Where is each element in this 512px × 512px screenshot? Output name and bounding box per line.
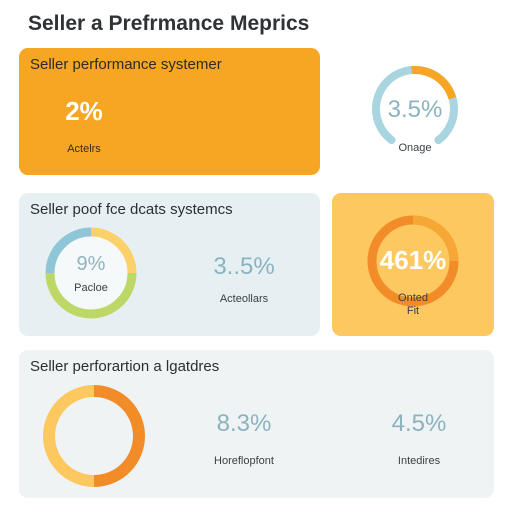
- ring-label-line1: Onted: [398, 292, 428, 304]
- metric-label: Intedires: [397, 455, 441, 467]
- donut-segment-yellow: [90, 227, 137, 274]
- donut-chart: [45, 227, 137, 319]
- seller-performance-card: Seller performance systemer 2% Actelrs: [19, 48, 320, 175]
- metric-value: 3..5%: [213, 253, 275, 280]
- page-title: Seller a Prefrmance Meprics: [28, 12, 310, 35]
- gauge-label: Onage: [398, 142, 432, 154]
- donut-value: 9%: [76, 253, 106, 275]
- donut-segment-yellow: [43, 385, 95, 487]
- seller-perforartion-card: Seller perforartion a lgatdres 8.3% Hore…: [19, 350, 494, 498]
- ring-value: 461%: [379, 245, 447, 275]
- ontime-fit-card: 461% Onted Fit: [332, 193, 494, 336]
- gauge-chart: [372, 65, 458, 145]
- donut-segment-green: [45, 272, 137, 319]
- card-title: Seller performance systemer: [30, 56, 222, 73]
- ring-label-line2: Fit: [406, 305, 420, 317]
- card-title: Seller perforartion a lgatdres: [30, 358, 220, 375]
- donut-segment-blue: [45, 227, 92, 274]
- donut-chart: [43, 385, 145, 487]
- gauge-value: 3.5%: [387, 96, 443, 123]
- metric-label: Horeflopfont: [214, 455, 274, 467]
- metric-value: 8.3%: [216, 410, 272, 437]
- metric-value: 2%: [65, 96, 103, 126]
- gauge-fill: [411, 66, 457, 100]
- donut-label: Pacloe: [74, 282, 108, 294]
- ring-chart: [367, 215, 459, 307]
- card-title: Seller poof fce dcats systemcs: [30, 201, 233, 218]
- metric-label: Acteollars: [219, 293, 269, 305]
- metric-value: 4.5%: [391, 410, 447, 437]
- seller-dcats-card: Seller poof fce dcats systemcs 9% Pacloe…: [19, 193, 320, 336]
- donut-segment-orange: [93, 385, 145, 487]
- metric-label: Actelrs: [67, 143, 101, 155]
